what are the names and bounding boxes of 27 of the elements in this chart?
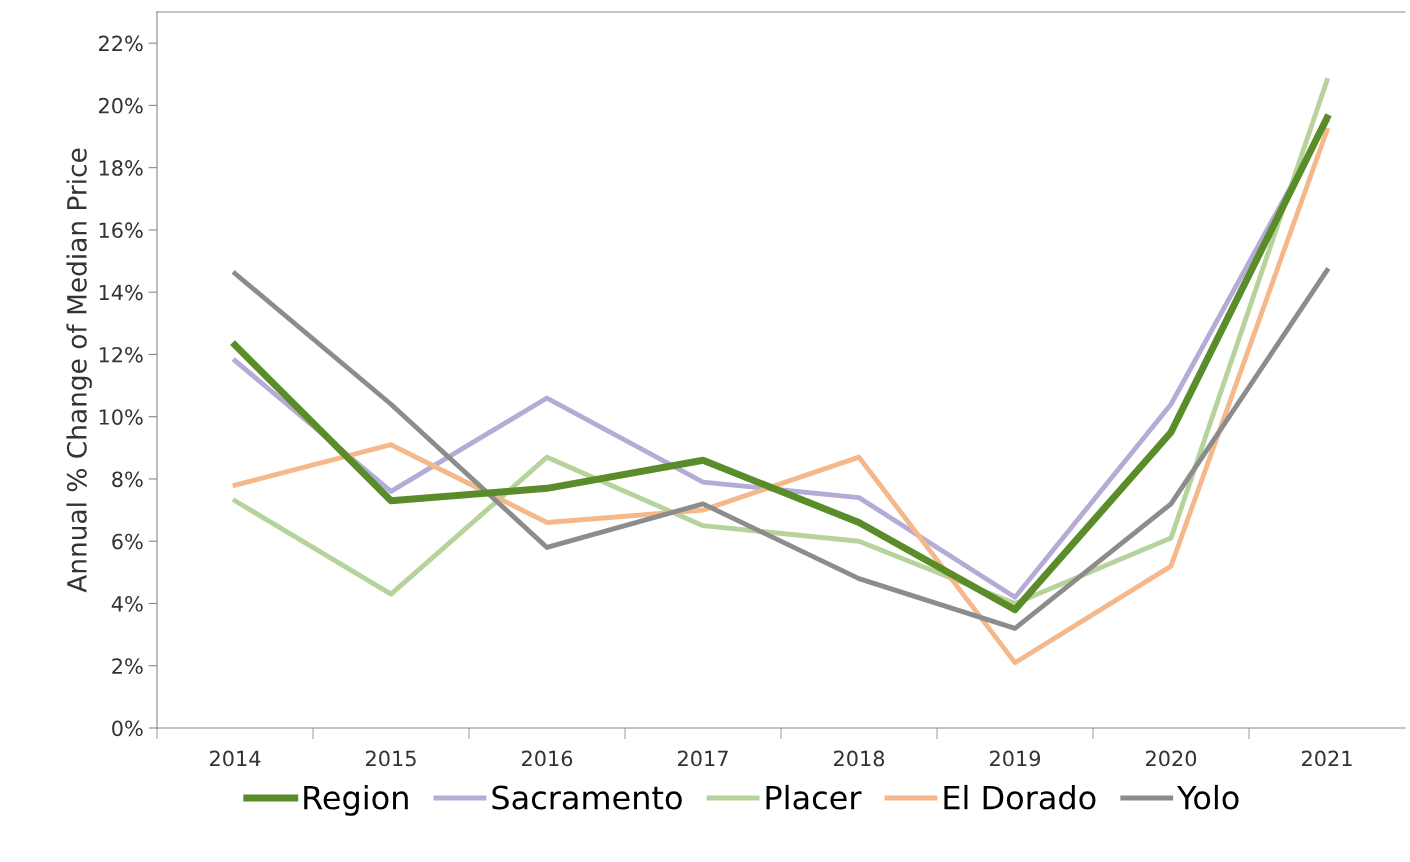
y-tick-label: 14%	[99, 284, 143, 301]
y-tick-label: 2%	[112, 658, 143, 674]
y-tick-label: 8%	[112, 471, 143, 488]
y-tick-label: 0%	[112, 720, 143, 737]
y-tick-label: 16%	[99, 222, 143, 239]
y-tick-label: 6%	[112, 533, 143, 550]
x-tick-label: 2016	[522, 750, 573, 767]
legend-label: Placer	[766, 784, 862, 810]
legend-label: Sacramento	[492, 785, 682, 810]
legend-label: Region	[304, 784, 408, 816]
y-tick-label: 22%	[99, 35, 143, 52]
y-tick-label: 10%	[99, 409, 143, 425]
x-tick-label: 2018	[834, 750, 885, 767]
x-tick-label: 2021	[1302, 750, 1352, 767]
legend-label: El Dorado	[944, 784, 1096, 810]
x-tick-label: 2020	[1146, 750, 1197, 767]
legend-label: Yolo	[1177, 784, 1239, 810]
y-axis-title: Annual % Change of Median Price	[66, 148, 92, 593]
x-tick-label: 2019	[990, 750, 1041, 767]
x-tick-label: 2015	[366, 750, 416, 767]
y-tick-label: 20%	[99, 97, 143, 114]
y-tick-label: 12%	[99, 346, 143, 363]
y-tick-label: 4%	[111, 595, 143, 612]
line-series	[232, 267, 1330, 631]
x-tick-label: 2014	[210, 750, 261, 767]
y-tick-label: 18%	[99, 160, 143, 176]
x-tick-label: 2017	[678, 750, 728, 767]
